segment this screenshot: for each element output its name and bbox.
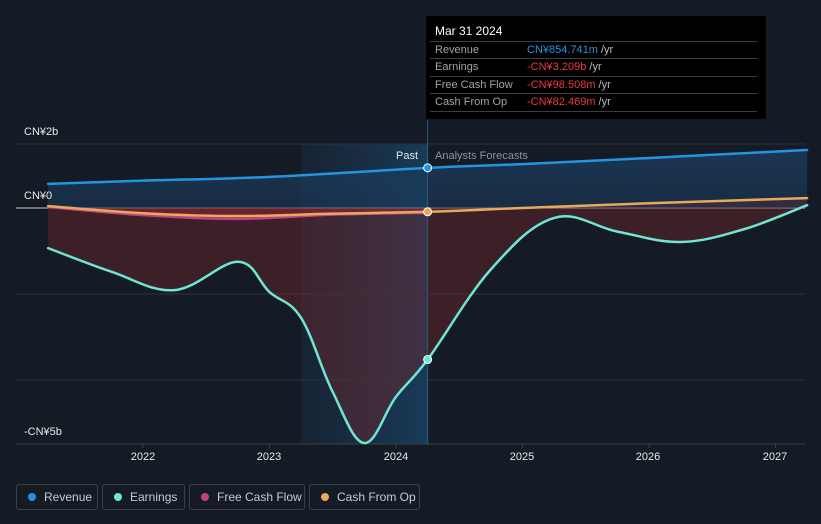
area-free-cash-flow <box>48 207 428 219</box>
tooltip-value: -CN¥3.209b /yr <box>527 61 602 73</box>
y-tick-label: CN¥0 <box>24 190 53 202</box>
area-cash-from-op <box>48 198 808 217</box>
x-axis-ticks <box>142 444 776 448</box>
x-tick-label: 2024 <box>383 451 409 463</box>
tooltip-label: Free Cash Flow <box>435 79 513 91</box>
tooltip-amount: CN¥854.741m <box>527 44 598 56</box>
tooltip-row-earnings: Earnings -CN¥3.209b /yr <box>430 58 757 76</box>
y-tick-label: -CN¥5b <box>24 426 62 438</box>
tooltip-amount: -CN¥98.508m <box>527 79 596 91</box>
tooltip-label: Earnings <box>435 61 479 73</box>
dot-icon <box>114 493 122 501</box>
legend-label: Cash From Op <box>337 490 416 504</box>
line-cash-from-op <box>46 196 809 218</box>
tooltip-row-cash-from-op: Cash From Op -CN¥82.469m /yr <box>430 93 757 112</box>
line-earnings <box>46 203 809 445</box>
tooltip-amount: -CN¥3.209b <box>527 61 587 73</box>
tooltip-unit: /yr <box>589 61 602 73</box>
tooltip: Mar 31 2024 Revenue CN¥854.741m /yr Earn… <box>426 16 766 119</box>
legend-item-revenue[interactable]: Revenue <box>16 484 98 510</box>
highlight-markers <box>423 163 433 365</box>
tooltip-unit: /yr <box>598 96 611 108</box>
tooltip-amount: -CN¥82.469m <box>527 96 596 108</box>
marker-revenue <box>423 163 433 173</box>
tooltip-label: Cash From Op <box>435 96 508 108</box>
legend-item-free-cash-flow[interactable]: Free Cash Flow <box>189 484 305 510</box>
y-tick-label: CN¥2b <box>24 126 59 138</box>
x-tick-label: 2026 <box>635 451 661 463</box>
legend-label: Free Cash Flow <box>217 490 302 504</box>
tooltip-unit: /yr <box>598 79 611 91</box>
analysts-forecasts-label: Analysts Forecasts <box>435 150 528 162</box>
dot-icon <box>321 493 329 501</box>
x-tick-label: 2027 <box>762 451 788 463</box>
legend-label: Earnings <box>130 490 178 504</box>
x-tick-label: 2025 <box>509 451 535 463</box>
tooltip-row-free-cash-flow: Free Cash Flow -CN¥98.508m /yr <box>430 76 757 94</box>
tooltip-row-revenue: Revenue CN¥854.741m /yr <box>430 41 757 59</box>
dot-icon <box>28 493 36 501</box>
past-label: Past <box>396 150 419 162</box>
marker-earnings <box>423 355 433 365</box>
tooltip-value: CN¥854.741m /yr <box>527 44 613 56</box>
legend-label: Revenue <box>44 490 93 504</box>
tooltip-label: Revenue <box>435 44 480 56</box>
tooltip-unit: /yr <box>601 44 614 56</box>
tooltip-value: -CN¥82.469m /yr <box>527 96 611 108</box>
legend-item-cash-from-op[interactable]: Cash From Op <box>309 484 420 510</box>
marker-cash-from-op <box>423 207 433 217</box>
dot-icon <box>201 493 209 501</box>
tooltip-date: Mar 31 2024 <box>435 24 503 38</box>
series-lines <box>46 148 809 445</box>
x-tick-label: 2023 <box>256 451 282 463</box>
tooltip-value: -CN¥98.508m /yr <box>527 79 611 91</box>
x-tick-label: 2022 <box>130 451 156 463</box>
legend-item-earnings[interactable]: Earnings <box>102 484 185 510</box>
